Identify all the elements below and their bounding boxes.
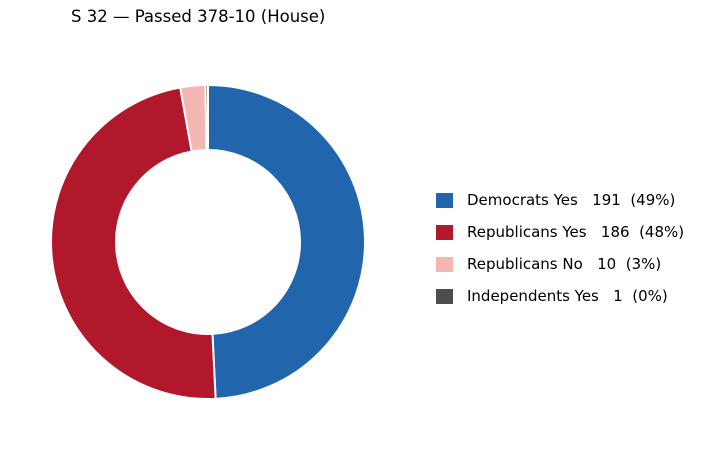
legend-swatch <box>436 192 453 208</box>
legend-item: Independents Yes 1 (0%) <box>436 280 684 312</box>
legend: Democrats Yes 191 (49%) Republicans Yes 1… <box>436 184 684 312</box>
chart-title: S 32 — Passed 378-10 (House) <box>71 7 326 26</box>
legend-item: Republicans No 10 (3%) <box>436 248 684 280</box>
donut-slice <box>204 83 209 152</box>
donut-slice <box>50 86 217 400</box>
legend-swatch <box>436 256 453 272</box>
legend-swatch <box>436 224 453 240</box>
legend-label: Independents Yes 1 (0%) <box>467 287 668 305</box>
legend-label: Republicans No 10 (3%) <box>467 255 662 273</box>
legend-label: Democrats Yes 191 (49%) <box>467 191 676 209</box>
legend-item: Republicans Yes 186 (48%) <box>436 216 684 248</box>
legend-label: Republicans Yes 186 (48%) <box>467 223 685 241</box>
legend-swatch <box>436 288 453 304</box>
donut-slice <box>207 83 366 400</box>
legend-item: Democrats Yes 191 (49%) <box>436 184 684 216</box>
